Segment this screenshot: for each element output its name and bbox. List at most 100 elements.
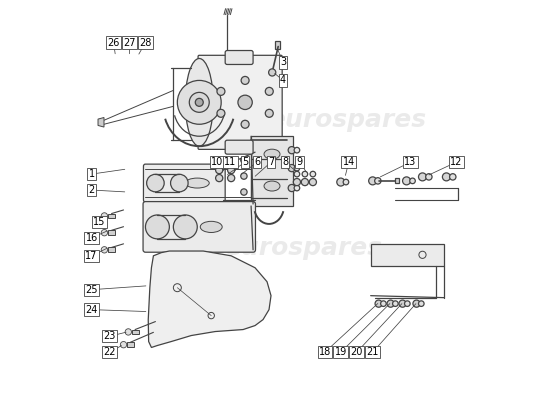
Text: 6: 6 (254, 157, 260, 167)
Text: 17: 17 (85, 251, 98, 261)
Text: 18: 18 (318, 347, 331, 357)
Circle shape (294, 165, 300, 171)
FancyBboxPatch shape (225, 50, 253, 64)
Circle shape (310, 171, 316, 177)
Circle shape (228, 174, 235, 182)
Circle shape (426, 174, 432, 180)
Circle shape (419, 173, 426, 181)
FancyBboxPatch shape (225, 140, 253, 154)
Circle shape (147, 174, 164, 192)
Text: 23: 23 (103, 331, 116, 341)
Circle shape (228, 166, 235, 174)
Text: 4: 4 (280, 76, 286, 86)
Bar (371, 244, 444, 266)
Text: 5: 5 (242, 157, 248, 167)
Text: eurospares: eurospares (224, 236, 382, 260)
Text: 10: 10 (211, 157, 223, 167)
Text: 19: 19 (334, 347, 347, 357)
Circle shape (189, 92, 209, 112)
Bar (394, 178, 399, 183)
Circle shape (241, 120, 249, 128)
FancyBboxPatch shape (143, 202, 255, 252)
Text: 27: 27 (123, 38, 136, 48)
Circle shape (235, 144, 243, 151)
Bar (131, 330, 139, 334)
Ellipse shape (264, 181, 280, 191)
Circle shape (101, 230, 108, 236)
Circle shape (399, 300, 406, 307)
Circle shape (387, 300, 394, 307)
Text: 12: 12 (450, 157, 463, 167)
Circle shape (293, 178, 300, 186)
Text: 16: 16 (85, 233, 98, 243)
Circle shape (101, 213, 108, 219)
Circle shape (405, 301, 410, 306)
Circle shape (235, 54, 243, 61)
Circle shape (195, 98, 204, 106)
Circle shape (288, 164, 295, 172)
Circle shape (145, 215, 169, 239)
Circle shape (337, 178, 345, 186)
Text: 7: 7 (268, 157, 274, 167)
Text: 11: 11 (224, 157, 236, 167)
Circle shape (177, 80, 221, 124)
Circle shape (288, 146, 295, 154)
Circle shape (403, 177, 410, 185)
Circle shape (288, 184, 295, 192)
Text: 3: 3 (280, 58, 286, 68)
Circle shape (241, 189, 247, 195)
Circle shape (413, 300, 420, 307)
Ellipse shape (211, 56, 279, 149)
Polygon shape (98, 118, 104, 127)
Bar (280, 140, 287, 198)
Text: 22: 22 (103, 347, 116, 357)
Circle shape (101, 247, 108, 253)
Circle shape (216, 174, 223, 182)
Circle shape (241, 173, 247, 179)
Ellipse shape (200, 221, 222, 232)
Circle shape (238, 95, 252, 110)
Bar (275, 41, 280, 48)
Circle shape (294, 171, 300, 177)
Circle shape (381, 301, 386, 306)
Circle shape (241, 76, 249, 84)
Bar (108, 248, 115, 252)
Ellipse shape (185, 58, 213, 146)
Text: 15: 15 (94, 217, 106, 227)
Bar (108, 230, 115, 235)
Circle shape (241, 143, 247, 149)
Text: 14: 14 (343, 157, 355, 167)
FancyBboxPatch shape (144, 164, 225, 202)
Text: 2: 2 (89, 185, 95, 195)
Circle shape (120, 342, 127, 348)
Ellipse shape (185, 178, 209, 188)
Circle shape (419, 301, 424, 306)
Bar (251, 140, 258, 198)
Text: 25: 25 (85, 285, 98, 295)
Text: 26: 26 (107, 38, 120, 48)
Circle shape (265, 87, 273, 95)
Circle shape (442, 173, 450, 181)
Circle shape (343, 179, 349, 185)
Circle shape (265, 109, 273, 117)
Circle shape (125, 329, 131, 335)
Circle shape (294, 185, 300, 191)
Text: 20: 20 (350, 347, 363, 357)
Circle shape (294, 147, 300, 153)
Text: 24: 24 (85, 305, 98, 315)
FancyBboxPatch shape (251, 136, 293, 206)
Circle shape (217, 109, 225, 117)
Circle shape (309, 178, 316, 186)
Circle shape (170, 174, 188, 192)
Bar (108, 214, 115, 218)
Circle shape (216, 166, 223, 174)
Bar (126, 342, 134, 347)
Circle shape (268, 69, 276, 76)
Circle shape (241, 157, 247, 163)
Circle shape (410, 178, 415, 184)
Circle shape (449, 174, 456, 180)
Circle shape (393, 301, 398, 306)
Circle shape (375, 178, 381, 184)
Circle shape (173, 215, 197, 239)
Circle shape (375, 300, 382, 307)
